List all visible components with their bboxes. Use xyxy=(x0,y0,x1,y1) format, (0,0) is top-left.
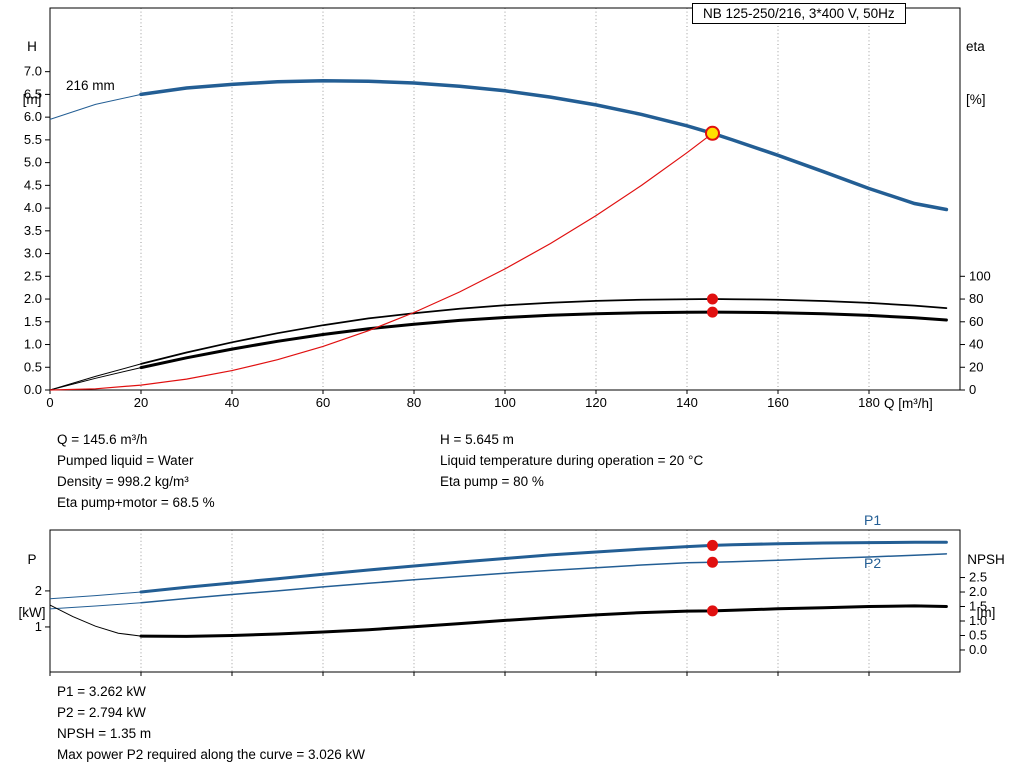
x-tick-label: 140 xyxy=(676,395,698,410)
npsh-axis-label: NPSH [m] xyxy=(958,516,1014,656)
p1-duty-point xyxy=(706,539,718,551)
info-line-temperature: Liquid temperature during operation = 20… xyxy=(440,453,704,468)
eta-axis-symbol: eta xyxy=(966,39,985,54)
impeller-diameter-label: 216 mm xyxy=(66,78,115,93)
y-tick-label: 4.0 xyxy=(24,200,42,215)
flow-axis-label: Q [m³/h] xyxy=(884,396,933,411)
info-line-max-p2: Max power P2 required along the curve = … xyxy=(57,747,366,762)
eta-pump-motor-point xyxy=(706,306,718,318)
y-tick-label: 6.0 xyxy=(24,109,42,124)
head-axis-unit: [m] xyxy=(22,91,42,107)
y-tick-label: 0 xyxy=(969,382,976,397)
y-tick-label: 2.5 xyxy=(24,268,42,283)
power-axis-label: P [kW] xyxy=(12,516,52,656)
info-line-eta-pump: Eta pump = 80 % xyxy=(440,474,544,489)
power-info-block: P1 = 3.262 kW P2 = 2.794 kW NPSH = 1.35 … xyxy=(57,681,365,765)
info-line-head: H = 5.645 m xyxy=(440,432,514,447)
eta-axis-unit: [%] xyxy=(966,91,986,107)
y-tick-label: 1.0 xyxy=(969,613,987,628)
duty-info-right-column: H = 5.645 m Liquid temperature during op… xyxy=(440,429,703,492)
p1-curve-lead xyxy=(49,591,142,600)
y-tick-label: 60 xyxy=(969,314,983,329)
y-tick-label: 3.5 xyxy=(24,223,42,238)
p2-curve-lead xyxy=(49,602,142,610)
info-line-flow: Q = 145.6 m³/h xyxy=(57,432,148,447)
y-tick-label: 2.0 xyxy=(969,584,987,599)
npsh-axis-symbol: NPSH xyxy=(967,552,1005,567)
head-axis-symbol: H xyxy=(27,39,37,54)
y-tick-label: 0.0 xyxy=(24,382,42,397)
power-axis-unit: [kW] xyxy=(18,604,46,620)
eta-pump-point xyxy=(706,293,718,305)
info-line-eta-total: Eta pump+motor = 68.5 % xyxy=(57,495,215,510)
info-line-npsh: NPSH = 1.35 m xyxy=(57,726,152,741)
info-line-p1: P1 = 3.262 kW xyxy=(57,684,146,699)
info-line-p2: P2 = 2.794 kW xyxy=(57,705,146,720)
eta-pump-motor-curve-lead xyxy=(49,367,142,391)
y-tick-label: 1 xyxy=(35,619,42,634)
system-curve xyxy=(49,132,713,391)
eta-pump-motor-curve xyxy=(139,310,948,370)
eta-pump-curve xyxy=(140,298,948,365)
y-tick-label: 4.5 xyxy=(24,177,42,192)
y-tick-label: 80 xyxy=(969,291,983,306)
y-tick-label: 1.5 xyxy=(969,599,987,614)
y-tick-label: 5.0 xyxy=(24,155,42,170)
npsh-axis-unit: [m] xyxy=(976,604,996,620)
x-tick-label: 40 xyxy=(225,395,239,410)
y-tick-label: 0.5 xyxy=(24,359,42,374)
x-tick-label: 80 xyxy=(407,395,421,410)
x-tick-label: 60 xyxy=(316,395,330,410)
npsh-curve xyxy=(139,604,948,638)
eta-axis-label: eta [%] xyxy=(966,3,986,143)
x-tick-label: 0 xyxy=(46,395,53,410)
x-tick-label: 100 xyxy=(494,395,516,410)
y-tick-label: 100 xyxy=(969,268,991,283)
x-tick-label: 120 xyxy=(585,395,607,410)
power-npsh-chart-canvas: 1 2 0.00.51.01.52.02.5 xyxy=(35,529,987,676)
p2-curve xyxy=(140,553,948,604)
npsh-duty-point xyxy=(706,605,718,617)
duty-info-left-column: Q = 145.6 m³/h Pumped liquid = Water Den… xyxy=(57,429,215,513)
info-line-liquid: Pumped liquid = Water xyxy=(57,453,194,468)
p2-curve-label: P2 xyxy=(864,555,882,571)
y-tick-label: 0.5 xyxy=(969,627,987,642)
head-axis-label: H [m] xyxy=(14,3,50,143)
y-tick-label: 1.0 xyxy=(24,337,42,352)
y-tick-label: 40 xyxy=(969,337,983,352)
y-tick-label: 2.5 xyxy=(969,570,987,585)
x-tick-label: 160 xyxy=(767,395,789,410)
y-tick-label: 0.0 xyxy=(969,642,987,657)
p1-curve xyxy=(139,540,948,594)
pump-curve-216mm xyxy=(139,79,949,212)
info-line-density: Density = 998.2 kg/m³ xyxy=(57,474,189,489)
y-tick-label: 2.0 xyxy=(24,291,42,306)
y-tick-label: 20 xyxy=(969,359,983,374)
y-tick-label: 1.5 xyxy=(24,314,42,329)
x-tick-label: 180 xyxy=(858,395,880,410)
pump-title-box: NB 125-250/216, 3*400 V, 50Hz xyxy=(692,3,906,24)
x-tick-label: 20 xyxy=(134,395,148,410)
y-tick-label: 5.5 xyxy=(24,132,42,147)
y-tick-label: 3.0 xyxy=(24,246,42,261)
p2-duty-point xyxy=(706,556,718,568)
npsh-curve-lead xyxy=(49,604,142,637)
power-axis-symbol: P xyxy=(27,552,37,567)
y-tick-label: 6.5 xyxy=(24,86,42,101)
head-efficiency-chart-canvas: 0 20 40 60 80 100 120 140 160 180 0.0 0.5 1.0 1.5 2.0 2… xyxy=(24,7,991,410)
y-tick-label: 7.0 xyxy=(24,64,42,79)
duty-point xyxy=(704,125,720,141)
y-tick-label: 2 xyxy=(35,583,42,598)
pump-curve-216mm-lead xyxy=(49,93,142,120)
eta-pump-curve-lead xyxy=(49,363,142,391)
plot-frame xyxy=(49,529,961,673)
p1-curve-label: P1 xyxy=(864,512,882,528)
